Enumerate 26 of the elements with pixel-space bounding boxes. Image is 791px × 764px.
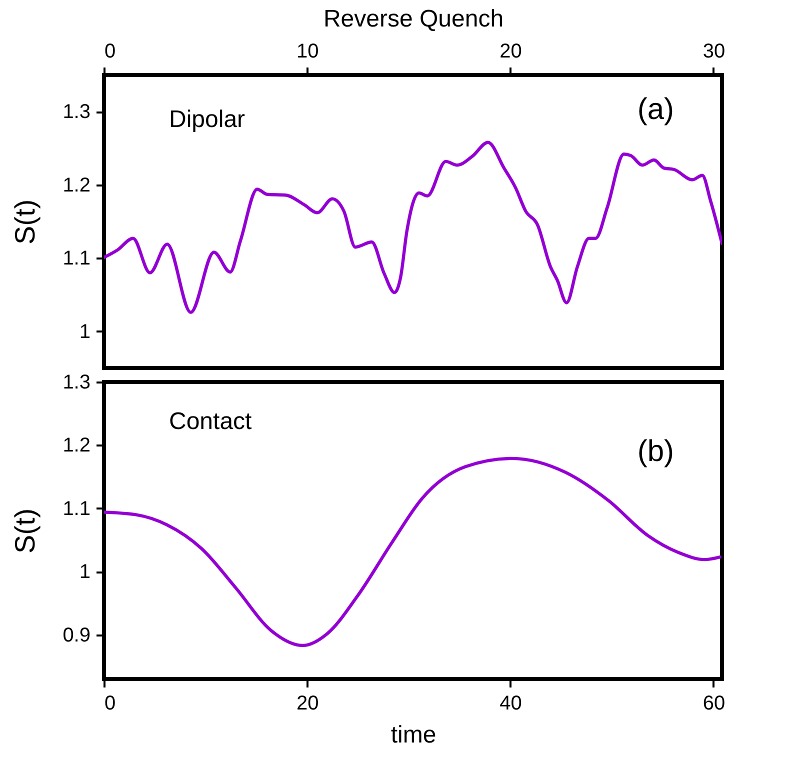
y-tick-label: 1: [79, 320, 90, 343]
y-tick-label: 1.1: [62, 248, 90, 270]
annotation: Dipolar: [169, 106, 246, 133]
x-tick-label: 0: [104, 40, 116, 62]
y-tick-label: 1.2: [62, 434, 90, 457]
x-tick-label: 20: [500, 40, 522, 62]
y-tick-label: 1.2: [62, 174, 90, 196]
x-tick-label: 30: [702, 40, 726, 62]
x-tick-label: 10: [296, 40, 319, 62]
y-tick-label: 1.1: [62, 498, 90, 520]
x-tick-label: 20: [296, 692, 319, 714]
y-tick-label: 1.3: [62, 101, 90, 124]
x-tick-label: 60: [702, 692, 726, 714]
annotation: (b): [637, 435, 674, 468]
annotation: (a): [637, 93, 674, 126]
y-tick-label: 0.9: [62, 624, 90, 646]
x-tick-label: 0: [104, 692, 116, 714]
x-tick-label: 40: [500, 692, 522, 714]
y-tick-label: 1: [79, 561, 90, 584]
y-axis-title: S(t): [10, 508, 41, 554]
y-tick-label: 1.3: [62, 372, 90, 394]
y-axis-title: S(t): [10, 199, 41, 245]
annotation: Contact: [169, 408, 252, 435]
x-axis-title: Reverse Quench: [323, 6, 504, 32]
x-axis-title: time: [390, 722, 436, 748]
line-series: [104, 140, 722, 314]
